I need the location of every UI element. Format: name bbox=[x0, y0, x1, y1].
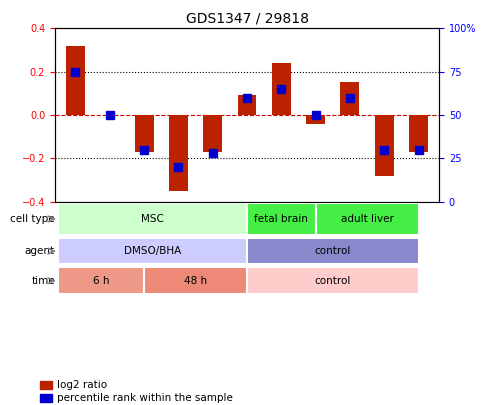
FancyBboxPatch shape bbox=[58, 238, 247, 264]
Bar bbox=[375, 115, 394, 176]
Title: GDS1347 / 29818: GDS1347 / 29818 bbox=[186, 12, 308, 26]
Text: agent: agent bbox=[25, 246, 55, 256]
FancyBboxPatch shape bbox=[247, 203, 316, 234]
Text: cell type: cell type bbox=[10, 214, 55, 224]
Text: control: control bbox=[314, 246, 351, 256]
FancyBboxPatch shape bbox=[247, 238, 419, 264]
Bar bbox=[238, 96, 256, 115]
Text: time: time bbox=[31, 276, 55, 286]
Bar bbox=[306, 115, 325, 124]
Bar bbox=[169, 115, 188, 191]
Text: log2 ratio: log2 ratio bbox=[57, 380, 107, 390]
Bar bbox=[40, 394, 52, 402]
FancyBboxPatch shape bbox=[316, 203, 419, 234]
Text: DMSO/BHA: DMSO/BHA bbox=[124, 246, 181, 256]
Text: percentile rank within the sample: percentile rank within the sample bbox=[57, 393, 233, 403]
FancyBboxPatch shape bbox=[58, 267, 144, 294]
FancyBboxPatch shape bbox=[144, 267, 247, 294]
Text: MSC: MSC bbox=[141, 214, 164, 224]
Text: 48 h: 48 h bbox=[184, 276, 207, 286]
Text: adult liver: adult liver bbox=[341, 214, 394, 224]
Text: fetal brain: fetal brain bbox=[254, 214, 308, 224]
Text: control: control bbox=[314, 276, 351, 286]
Bar bbox=[272, 63, 291, 115]
FancyBboxPatch shape bbox=[247, 267, 419, 294]
Bar bbox=[340, 83, 359, 115]
Bar bbox=[40, 381, 52, 390]
FancyBboxPatch shape bbox=[58, 203, 247, 234]
Text: 6 h: 6 h bbox=[93, 276, 109, 286]
Bar bbox=[409, 115, 428, 152]
Bar bbox=[66, 46, 85, 115]
Bar bbox=[203, 115, 222, 152]
Bar bbox=[135, 115, 154, 152]
